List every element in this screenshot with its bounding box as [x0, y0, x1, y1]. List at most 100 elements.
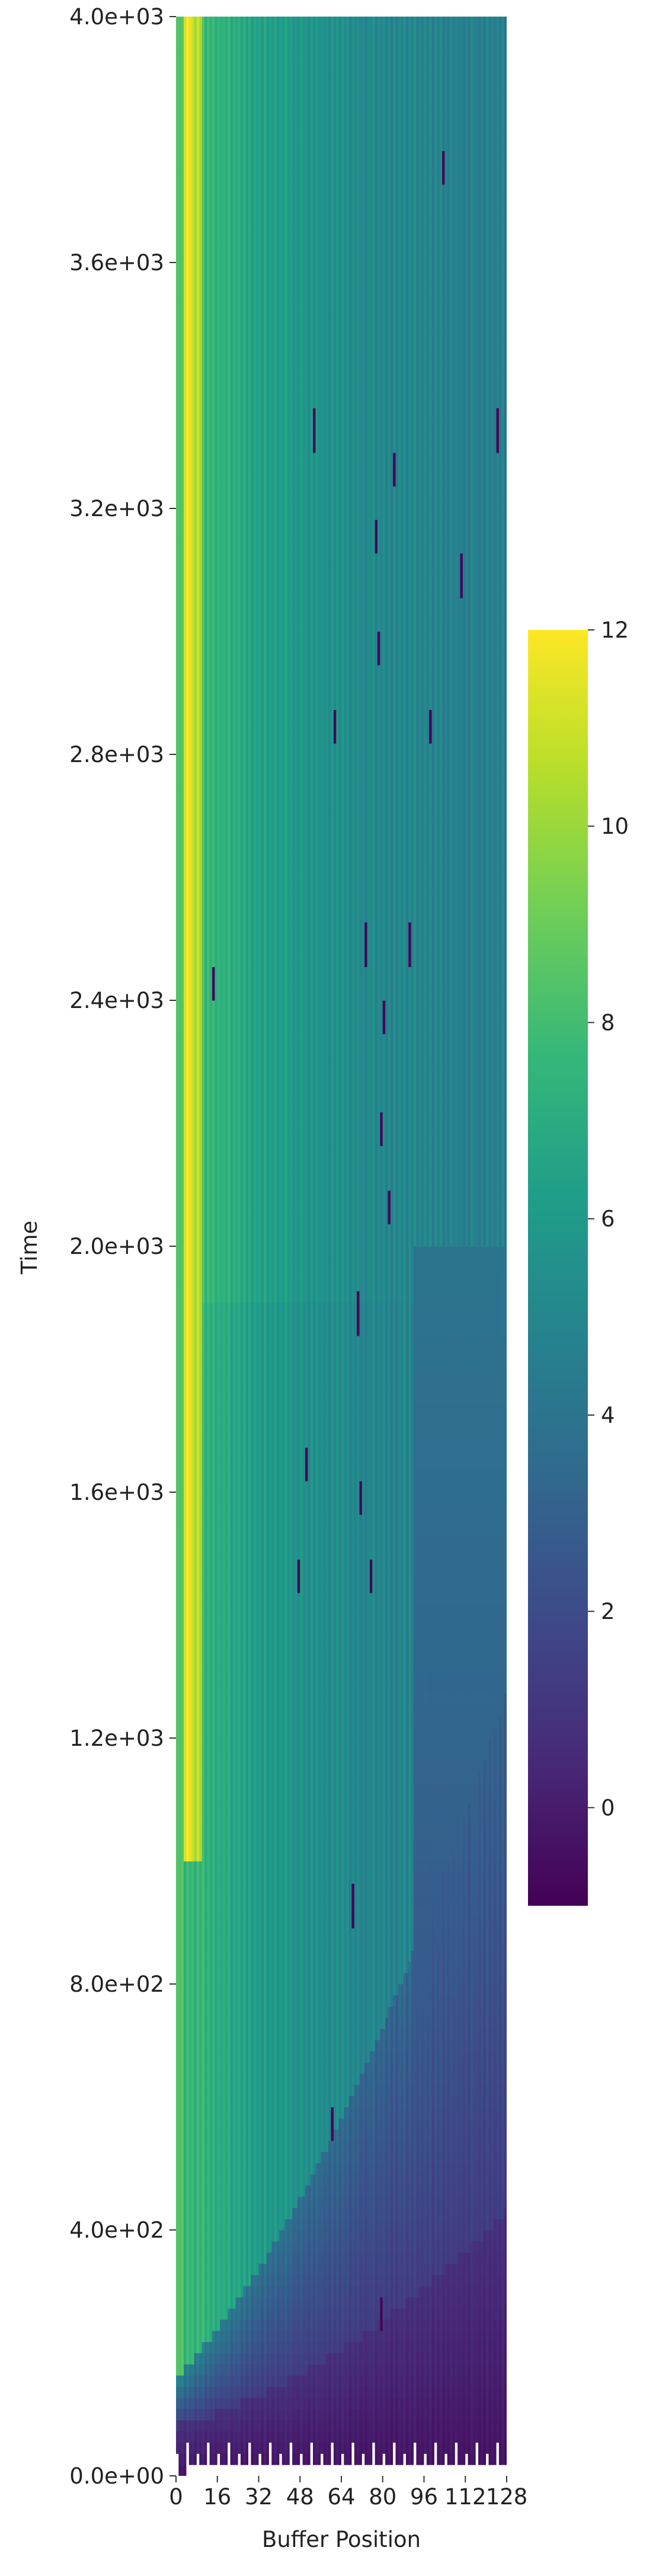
- heatmap-cell: [222, 1346, 226, 1359]
- heatmap-cell: [188, 944, 192, 956]
- heatmap-cell: [217, 575, 220, 587]
- heatmap-cell: [212, 1849, 215, 1862]
- heatmap-cell: [186, 2084, 190, 2097]
- heatmap-cell: [230, 105, 233, 118]
- heatmap-cell: [204, 855, 207, 867]
- heatmap-cell: [232, 1380, 236, 1392]
- heatmap-cell: [230, 698, 233, 711]
- heatmap-cell: [230, 139, 233, 151]
- heatmap-cell: [188, 341, 192, 353]
- heatmap-cell: [188, 1570, 192, 1582]
- heatmap-cell: [212, 530, 215, 543]
- heatmap-cell: [225, 1916, 228, 1929]
- heatmap-cell: [209, 1861, 213, 1873]
- heatmap-cell: [215, 911, 218, 923]
- heatmap-cell: [217, 1704, 220, 1716]
- heatmap-cell: [222, 1749, 226, 1761]
- heatmap-cell: [220, 1794, 223, 1806]
- heatmap-cell: [191, 1727, 195, 1739]
- heatmap-cell: [181, 1805, 184, 1817]
- heatmap-cell: [212, 765, 215, 777]
- heatmap-cell: [222, 1033, 226, 1046]
- heatmap-cell: [207, 967, 210, 978]
- heatmap-cell: [184, 1749, 187, 1761]
- heatmap-cell: [186, 2375, 190, 2387]
- heatmap-cell: [194, 553, 197, 565]
- heatmap-cell: [204, 441, 207, 453]
- heatmap-cell: [199, 597, 203, 610]
- heatmap-cell: [225, 1671, 228, 1683]
- heatmap-cell: [196, 128, 200, 140]
- heatmap-cell: [220, 2308, 223, 2320]
- heatmap-cell: [222, 519, 226, 532]
- heatmap-cell: [181, 676, 184, 688]
- heatmap-cell: [196, 1358, 200, 1370]
- heatmap-cell: [176, 1738, 179, 1750]
- heatmap-cell: [225, 341, 228, 353]
- heatmap-cell: [186, 709, 190, 722]
- heatmap-cell: [184, 2386, 187, 2398]
- heatmap-cell: [191, 1939, 195, 1951]
- heatmap-cell: [204, 1067, 207, 1079]
- heatmap-cell: [207, 2095, 210, 2108]
- heatmap-cell: [194, 263, 197, 274]
- heatmap-cell: [184, 1525, 187, 1538]
- heatmap-cell: [201, 900, 205, 911]
- heatmap-cell: [199, 900, 203, 911]
- heatmap-cell: [209, 1436, 213, 1448]
- heatmap-cell: [199, 776, 203, 789]
- heatmap-cell: [199, 497, 203, 509]
- heatmap-cell: [204, 1916, 207, 1929]
- heatmap-cell: [194, 1425, 197, 1437]
- heatmap-cell: [196, 1000, 200, 1012]
- heatmap-cell: [184, 1649, 187, 1660]
- heatmap-cell: [217, 1235, 220, 1247]
- heatmap-cell: [220, 2207, 223, 2219]
- heatmap-cell: [181, 1738, 184, 1750]
- heatmap-cell: [212, 2286, 215, 2297]
- heatmap-cell: [225, 2017, 228, 2030]
- heatmap-cell: [184, 2196, 187, 2208]
- heatmap-cell: [225, 1291, 228, 1303]
- heatmap-cell: [178, 1134, 182, 1146]
- heatmap-cell: [191, 318, 195, 330]
- heatmap-cell: [181, 2062, 184, 2074]
- heatmap-cell: [201, 866, 205, 878]
- heatmap-cell: [225, 2006, 228, 2018]
- heatmap-cell: [184, 151, 187, 162]
- heatmap-cell: [194, 1816, 197, 1828]
- heatmap-cell: [196, 1425, 200, 1437]
- heatmap-cell: [184, 1436, 187, 1448]
- heatmap-cell: [196, 1783, 200, 1794]
- heatmap-cell: [184, 139, 187, 151]
- heatmap-cell: [201, 1816, 205, 1828]
- heatmap-cell: [204, 273, 207, 286]
- heatmap-cell: [209, 2297, 213, 2309]
- heatmap-cell: [181, 888, 184, 900]
- heatmap-cell: [209, 519, 213, 532]
- heatmap-cell: [184, 1671, 187, 1683]
- heatmap-cell: [225, 2174, 228, 2186]
- heatmap-cell: [178, 1346, 182, 1359]
- heatmap-cell: [225, 1369, 228, 1381]
- heatmap-cell: [209, 284, 213, 297]
- heatmap-cell: [191, 2196, 195, 2208]
- heatmap-cell: [215, 967, 218, 978]
- heatmap-cell: [176, 39, 179, 51]
- heatmap-cell: [225, 1100, 228, 1113]
- heatmap-cell: [201, 553, 205, 565]
- heatmap-cell: [199, 1458, 203, 1470]
- heatmap-cell: [232, 944, 236, 956]
- heatmap-cell: [186, 855, 190, 867]
- heatmap-cell: [201, 765, 205, 777]
- heatmap-cell: [207, 2174, 210, 2186]
- heatmap-cell: [212, 2230, 215, 2242]
- heatmap-cell: [199, 72, 203, 84]
- heatmap-cell: [232, 2386, 236, 2398]
- heatmap-cell: [176, 2219, 179, 2231]
- heatmap-cell: [228, 1816, 231, 1828]
- heatmap-cell: [230, 1112, 233, 1124]
- heatmap-cell: [232, 765, 236, 777]
- heatmap-cell: [212, 1413, 215, 1426]
- heatmap-cell: [181, 1525, 184, 1538]
